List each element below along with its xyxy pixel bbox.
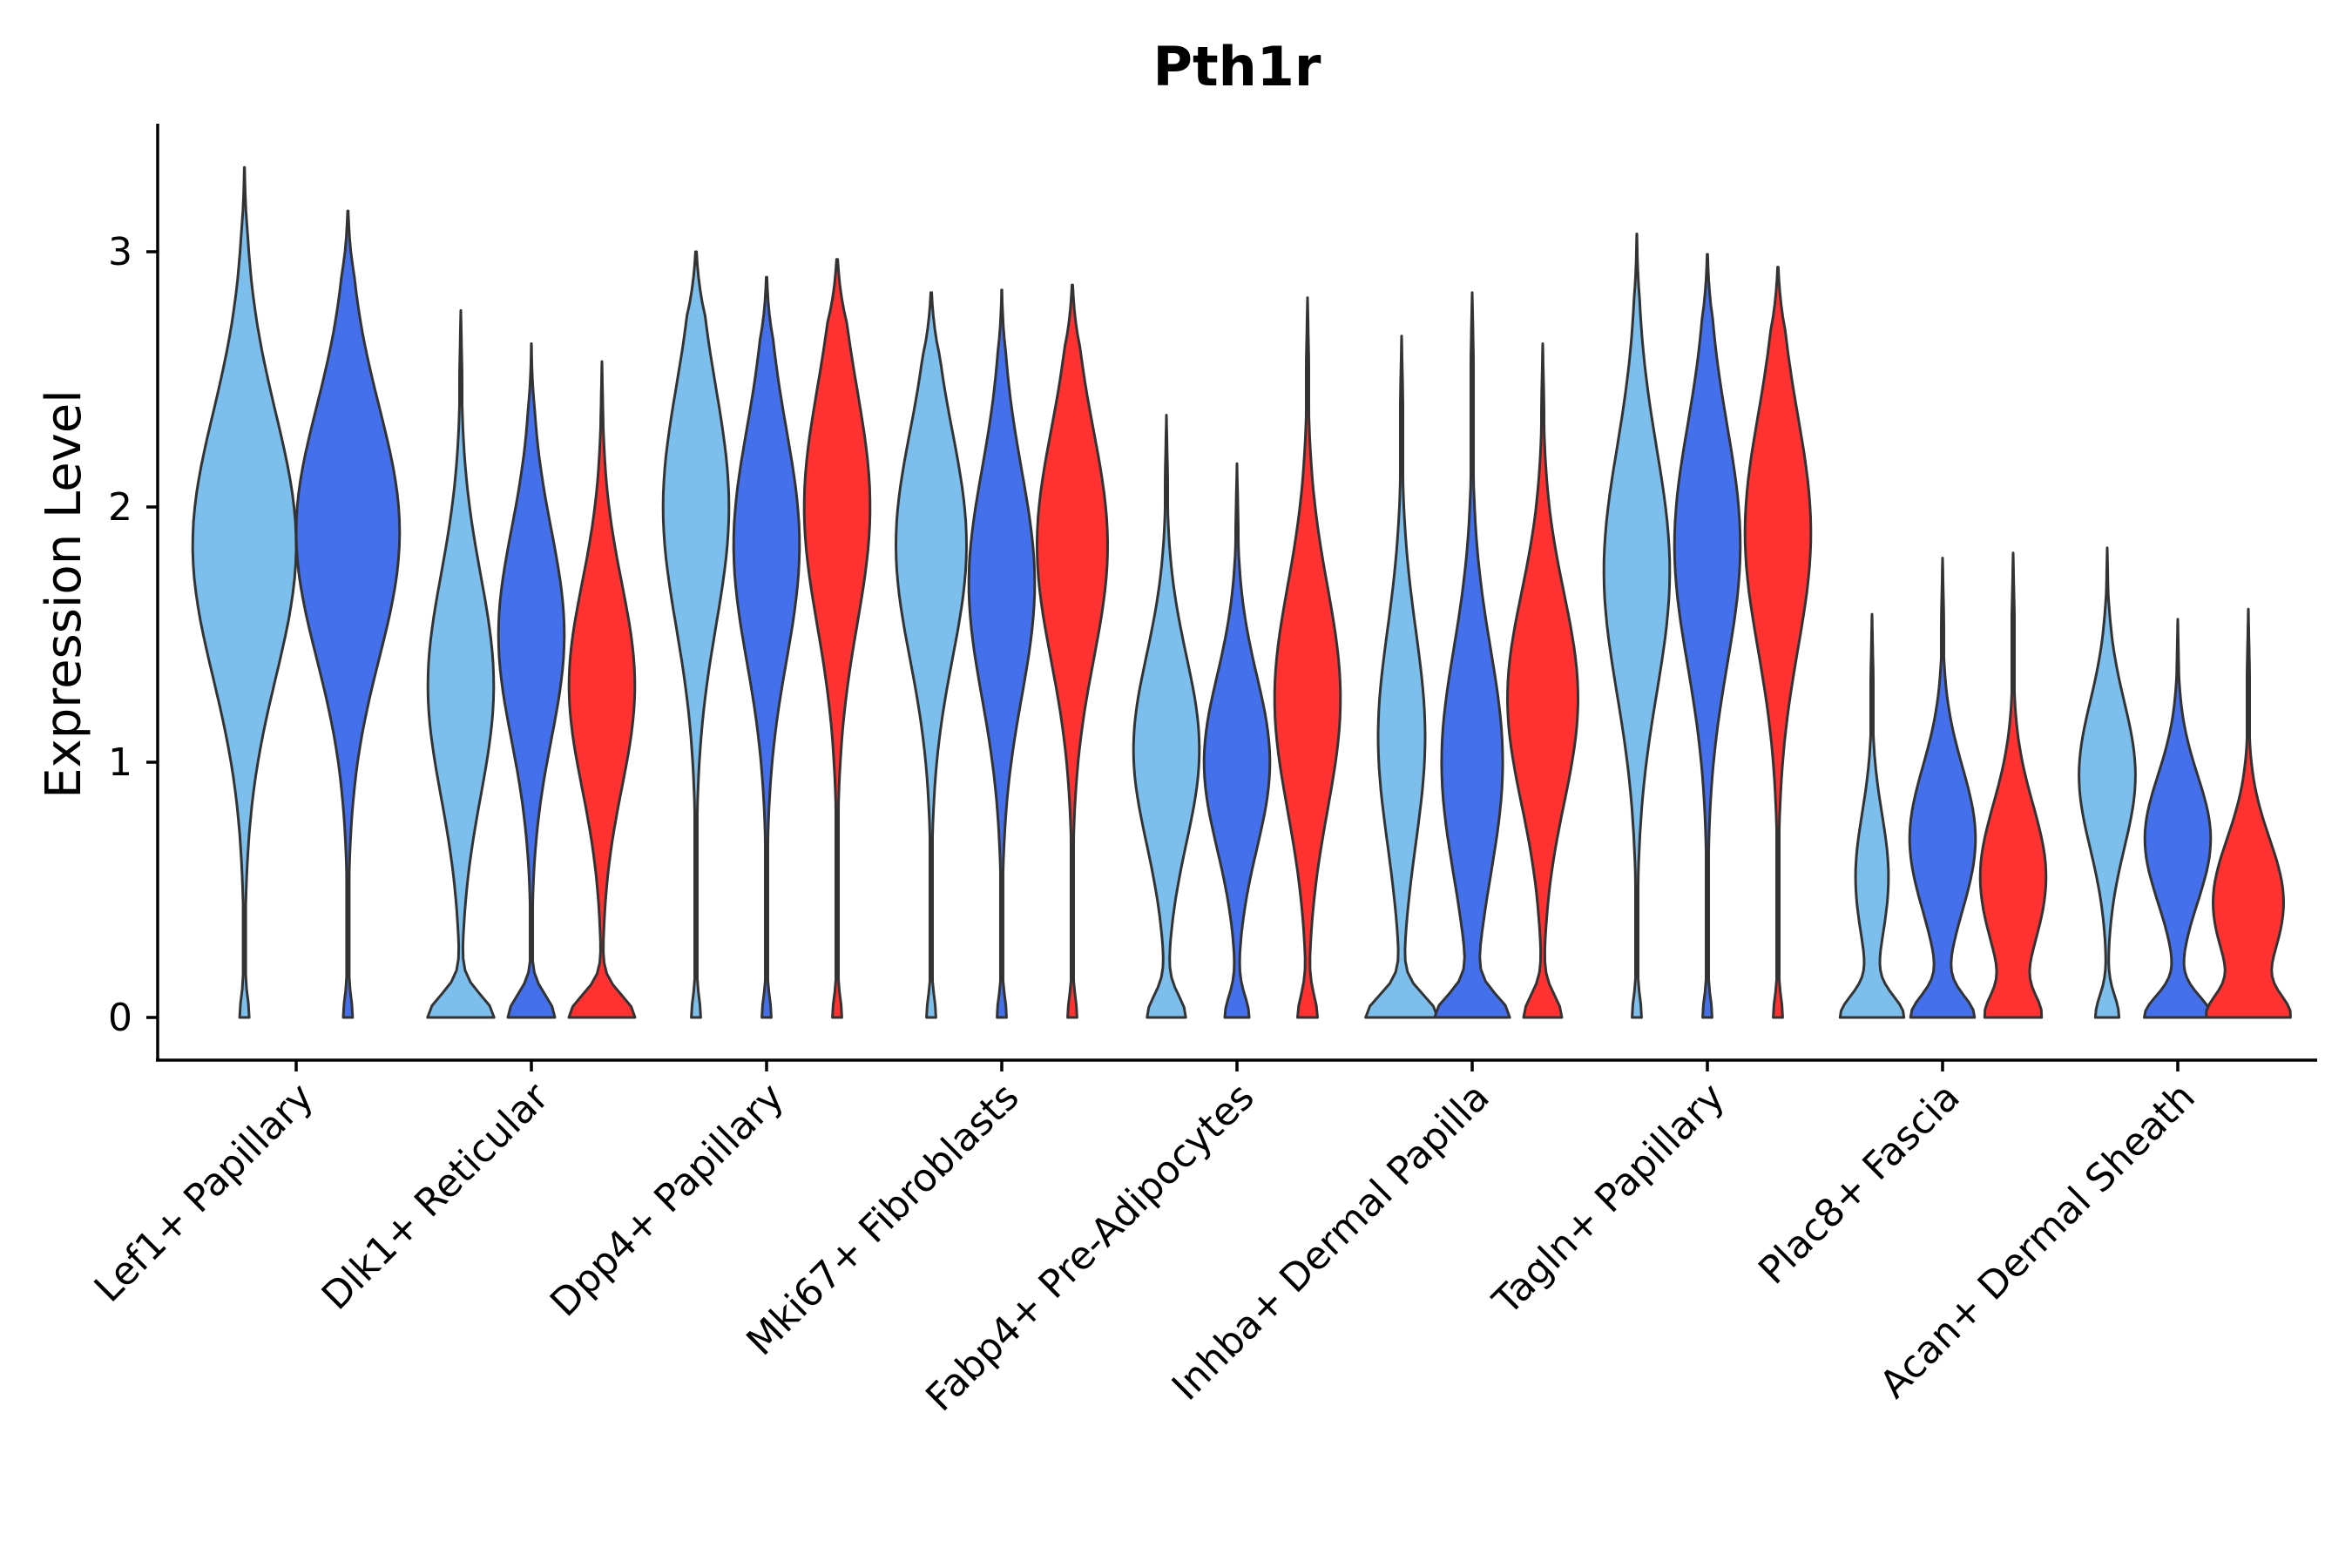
violin-blue-3 — [967, 288, 1037, 1019]
violin-blue-0 — [294, 209, 402, 1019]
chart-title: Pth1r — [1153, 35, 1321, 98]
violin-light-blue-5 — [1364, 335, 1439, 1019]
x-tick-label: Lef1+ Papillary — [86, 1075, 322, 1311]
violin-blue-4 — [1202, 462, 1272, 1019]
x-tick-label: Dlk1+ Reticular — [314, 1074, 558, 1319]
violin-red-2 — [802, 258, 872, 1019]
violin-red-7 — [1978, 551, 2048, 1019]
y-tick-label: 1 — [108, 740, 132, 785]
violin-blue-1 — [497, 342, 566, 1019]
violin-red-3 — [1036, 283, 1109, 1019]
x-tick-label: Plac8+ Fascia — [1750, 1075, 1969, 1294]
x-tick-label: Tagln+ Papillary — [1484, 1075, 1734, 1324]
violin-red-5 — [1506, 342, 1579, 1019]
violin-red-4 — [1273, 296, 1342, 1019]
violin-red-6 — [1743, 266, 1813, 1019]
y-tick-label: 0 — [108, 996, 132, 1040]
violin-blue-6 — [1673, 253, 1742, 1019]
violin-blue-2 — [732, 275, 801, 1019]
y-tick-label: 2 — [108, 485, 132, 530]
violin-light-blue-3 — [895, 291, 968, 1019]
violin-blue-5 — [1433, 291, 1511, 1019]
violin-light-blue-0 — [191, 166, 298, 1019]
y-tick-label: 3 — [108, 230, 132, 274]
violin-red-1 — [567, 360, 637, 1019]
y-axis-label: Expression Level — [36, 389, 92, 799]
y-ticks: 0 1 2 3 — [108, 230, 158, 1040]
violin-blue-8 — [2143, 618, 2213, 1019]
violin-red-8 — [2205, 607, 2292, 1019]
violin-light-blue-2 — [661, 250, 731, 1019]
violin-light-blue-8 — [2078, 546, 2137, 1019]
violin-light-blue-1 — [426, 308, 496, 1019]
x-tick-label: Dpp4+ Papillary — [542, 1075, 793, 1326]
violin-light-blue-6 — [1602, 233, 1672, 1019]
violin-light-blue-4 — [1132, 414, 1201, 1019]
violin-group — [191, 166, 2292, 1019]
violin-light-blue-7 — [1838, 612, 1906, 1019]
violin-blue-7 — [1908, 557, 1977, 1019]
